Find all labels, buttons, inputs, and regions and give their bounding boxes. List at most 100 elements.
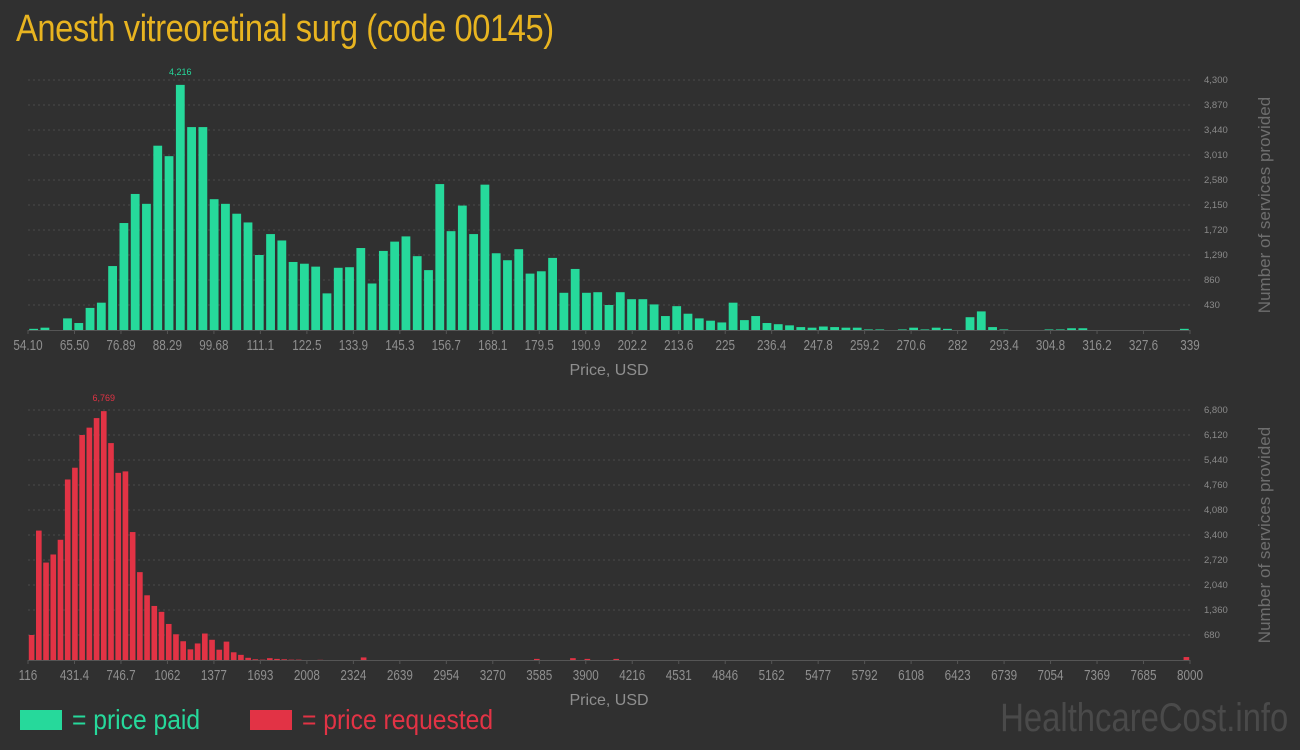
bar bbox=[401, 236, 411, 330]
bar bbox=[931, 327, 941, 330]
y-tick-label: 2,150 bbox=[1204, 200, 1228, 211]
bar bbox=[85, 307, 95, 330]
bar bbox=[435, 184, 445, 330]
bar bbox=[43, 562, 49, 660]
x-tick-label: 225 bbox=[715, 337, 735, 354]
bar bbox=[153, 145, 163, 330]
bar bbox=[649, 304, 659, 330]
y-tick-label: 4,760 bbox=[1204, 480, 1228, 491]
y-tick-label: 5,440 bbox=[1204, 455, 1228, 466]
bar bbox=[909, 327, 919, 330]
bar bbox=[288, 261, 298, 330]
y-tick-label: 3,010 bbox=[1204, 150, 1228, 161]
x-tick-label: 111.1 bbox=[247, 337, 275, 354]
x-tick-label: 327.6 bbox=[1129, 337, 1158, 354]
bar bbox=[93, 418, 100, 660]
bar bbox=[988, 327, 997, 330]
bar bbox=[807, 327, 817, 330]
bar bbox=[390, 241, 400, 330]
x-tick-label: 145.3 bbox=[385, 337, 414, 354]
x-tick-label: 5792 bbox=[852, 667, 878, 684]
bar bbox=[864, 329, 873, 330]
bar bbox=[254, 255, 264, 330]
bar bbox=[570, 658, 576, 660]
bar bbox=[299, 263, 309, 330]
x-tick-label: 76.89 bbox=[106, 337, 135, 354]
x-tick-label: 3270 bbox=[480, 667, 506, 684]
bar bbox=[209, 199, 219, 330]
y-tick-label: 2,580 bbox=[1204, 175, 1228, 186]
bar bbox=[1055, 329, 1065, 330]
max-value-label: 6,769 bbox=[93, 393, 116, 403]
x-tick-label: 190.9 bbox=[571, 337, 600, 354]
bar bbox=[79, 435, 85, 660]
bar bbox=[252, 659, 259, 660]
bar bbox=[187, 127, 196, 331]
bar bbox=[266, 234, 275, 330]
x-tick-label: 746.7 bbox=[106, 667, 135, 684]
bar bbox=[173, 634, 179, 660]
bar bbox=[751, 316, 761, 330]
bar bbox=[194, 643, 201, 660]
x-tick-label: 1062 bbox=[154, 667, 180, 684]
bar bbox=[29, 328, 39, 330]
price-paid-chart: 430 860 1,290 1,720 2,150 2,580 3,010 3,440 3,87… bbox=[13, 67, 1274, 379]
legend-price-requested: = price requested bbox=[250, 702, 519, 738]
bar bbox=[64, 479, 71, 660]
bar bbox=[142, 203, 151, 330]
bar bbox=[266, 658, 273, 660]
x-tick-label: 65.50 bbox=[60, 337, 89, 354]
bar bbox=[1067, 328, 1076, 330]
bar bbox=[457, 205, 467, 330]
x-tick-label: 1693 bbox=[247, 667, 273, 684]
bar bbox=[119, 223, 129, 330]
bar bbox=[360, 657, 367, 660]
bar bbox=[480, 184, 490, 330]
bar bbox=[345, 267, 354, 330]
bar bbox=[1078, 328, 1088, 330]
bar bbox=[976, 311, 986, 330]
x-tick-label: 6108 bbox=[898, 667, 924, 684]
x-tick-label: 122.5 bbox=[292, 337, 321, 354]
bar bbox=[238, 654, 244, 660]
bar bbox=[96, 302, 106, 330]
watermark: HealthcareCost.info bbox=[999, 696, 1288, 740]
bar bbox=[378, 250, 388, 330]
bar bbox=[672, 306, 682, 330]
bar bbox=[582, 292, 591, 330]
x-tick-label: 116 bbox=[19, 667, 38, 684]
bar bbox=[50, 554, 57, 660]
price-paid-swatch bbox=[20, 710, 62, 730]
bar bbox=[245, 657, 251, 660]
bar bbox=[151, 605, 158, 660]
bar bbox=[232, 213, 242, 330]
bar bbox=[852, 327, 862, 330]
bar bbox=[875, 329, 885, 330]
bar bbox=[536, 271, 546, 330]
bar bbox=[491, 253, 501, 330]
x-tick-label: 5162 bbox=[759, 667, 785, 684]
bar bbox=[1183, 657, 1190, 660]
x-tick-label: 2954 bbox=[433, 667, 459, 684]
bar bbox=[333, 267, 343, 330]
y-tick-label: 430 bbox=[1204, 300, 1220, 311]
bar bbox=[638, 299, 648, 330]
bar bbox=[613, 658, 620, 660]
bar bbox=[446, 231, 456, 330]
legend-price-paid: = price paid bbox=[20, 702, 218, 738]
x-tick-label: 270.6 bbox=[896, 337, 925, 354]
bar bbox=[841, 327, 851, 330]
bar bbox=[86, 427, 93, 660]
bar bbox=[534, 658, 540, 660]
bar bbox=[281, 659, 288, 660]
bar bbox=[897, 329, 907, 330]
chart-title: Anesth vitreoretinal surg (code 00145) bbox=[16, 8, 554, 50]
y-tick-label: 4,300 bbox=[1204, 75, 1228, 86]
bar bbox=[209, 639, 215, 660]
x-tick-label: 4216 bbox=[619, 667, 645, 684]
bar bbox=[1179, 328, 1189, 330]
x-tick-label: 236.4 bbox=[757, 337, 787, 354]
bar bbox=[187, 649, 194, 660]
y-tick-label: 1,360 bbox=[1204, 605, 1228, 616]
